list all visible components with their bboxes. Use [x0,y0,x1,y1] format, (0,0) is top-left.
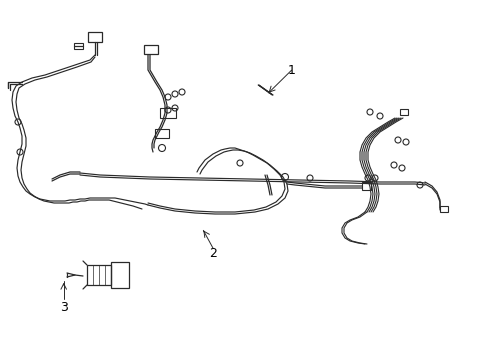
Bar [111,262,129,288]
Bar [88,32,102,42]
Text: 1: 1 [288,64,295,77]
Bar [440,206,448,212]
Bar [362,182,371,190]
Text: 2: 2 [209,247,217,260]
Bar [87,265,111,285]
Bar [155,129,169,138]
Bar [160,108,176,118]
Bar [400,109,408,115]
Bar [144,45,158,54]
Bar [74,43,83,49]
Text: 3: 3 [60,301,68,314]
